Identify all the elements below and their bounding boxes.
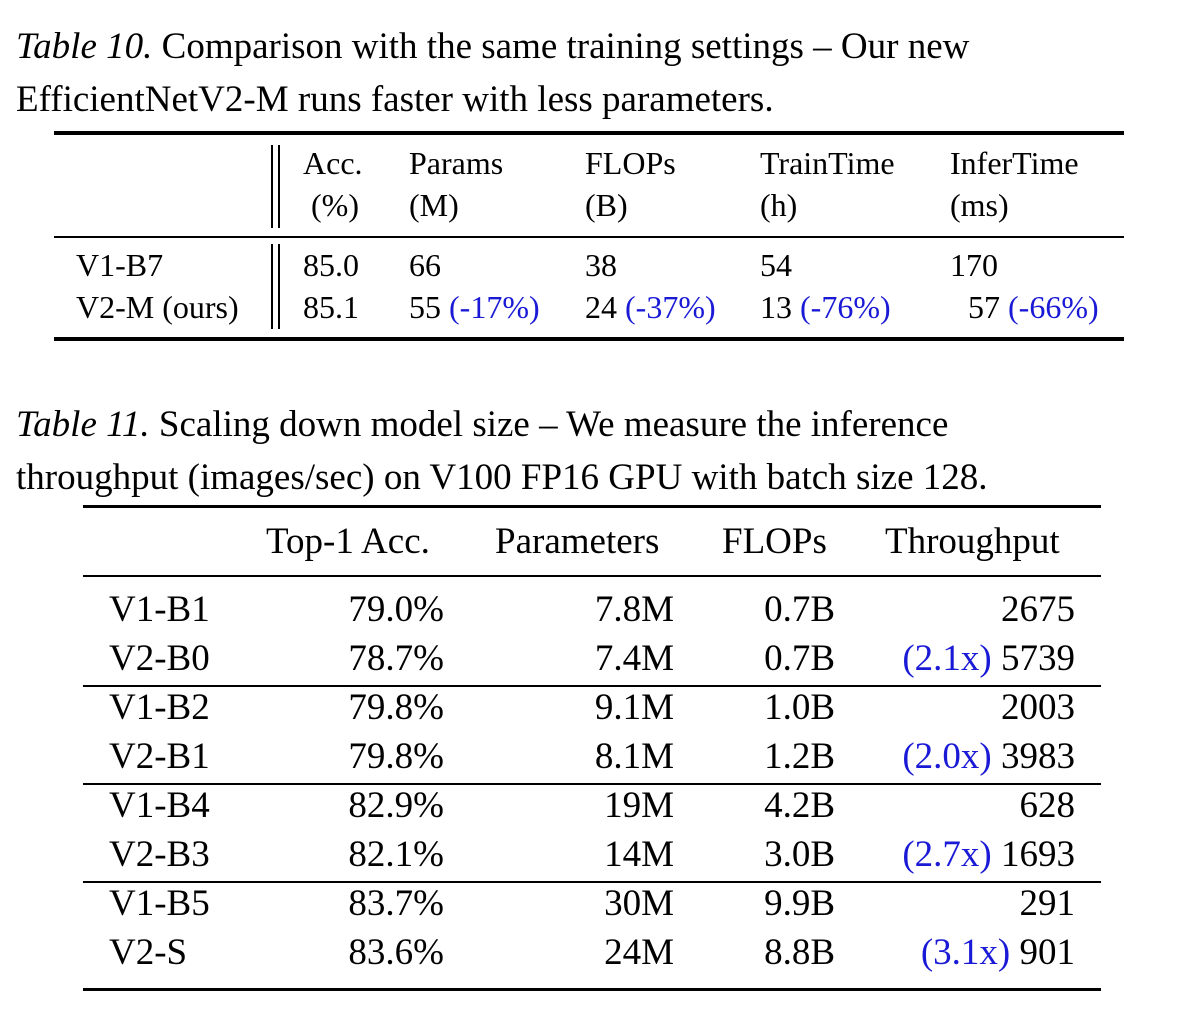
table10-header-acc: Acc. (%) [303,145,363,223]
table10-vrule-4 [278,244,280,329]
table11-header-rule [83,575,1101,577]
table10-top-rule [54,131,1124,135]
table11-speedup: (2.0x) [902,736,992,777]
table11-params: 9.1M [594,687,674,728]
table10-caption-line2: EfficientNetV2-M runs faster with less p… [16,79,774,120]
table10-vrule-2 [278,145,280,228]
table10-header-traintime: TrainTime (h) [760,145,895,223]
table10-header-rule [54,236,1124,238]
table10-row2-model: V2-M (ours) [76,289,239,325]
table11-throughput: (2.1x) 5739 [902,638,1075,679]
table11-acc: 83.7% [348,883,444,924]
table10-caption: Table 10. Comparison with the same train… [16,20,1176,126]
table11-group-rule-1 [83,685,1101,687]
table10-row1-infer: 170 [950,247,998,283]
table11-speedup: (2.7x) [902,834,992,875]
table11-header-params: Parameters [495,521,660,562]
table11-flops: 3.0B [764,834,835,875]
table11-throughput: 628 [1019,785,1076,826]
table11-acc: 78.7% [348,638,444,679]
table11-flops: 1.2B [764,736,835,777]
table11-top-rule [83,505,1101,508]
table11-params: 8.1M [594,736,674,777]
table11-flops: 4.2B [764,785,835,826]
table11-throughput: 2003 [1001,687,1075,728]
table10-row2-train-delta: (-76%) [800,289,891,325]
table11-throughput: 2675 [1001,589,1075,630]
table10-row2-flops: 24 (-37%) [585,289,716,325]
table11-acc: 82.9% [348,785,444,826]
table11-flops: 8.8B [764,932,835,973]
table10-row1-train: 54 [760,247,792,283]
table11-flops: 0.7B [764,589,835,630]
table10-vrule-3 [271,244,273,329]
table11-params: 30M [604,883,674,924]
table11-header-throughput: Throughput [885,521,1060,562]
table11-caption-label: Table 11. [16,404,150,445]
table11-flops: 0.7B [764,638,835,679]
table11-speedup: (3.1x) [920,932,1011,973]
table10-row2-infer-delta: (-66%) [1008,289,1099,325]
table11-throughput: (2.0x) 3983 [902,736,1075,777]
table10-header-flops: FLOPs (B) [585,145,676,223]
table11-model: V1-B4 [109,785,210,826]
table11-caption-line2: throughput (images/sec) on V100 FP16 GPU… [16,457,988,498]
table11-flops: 9.9B [764,883,835,924]
table10-row2-train: 13 (-76%) [760,289,891,325]
table10-row2-flops-delta: (-37%) [625,289,716,325]
table11-params: 24M [604,932,674,973]
table10-bottom-rule [54,337,1124,341]
table11-model: V2-B3 [109,834,210,875]
table11-model: V1-B2 [109,687,210,728]
table11-model: V1-B5 [109,883,210,924]
table11-params: 19M [604,785,674,826]
table11-acc: 79.8% [348,687,444,728]
table11-model: V2-S [109,932,188,973]
table10-caption-line1: Comparison with the same training settin… [161,26,970,67]
table10-row1-params: 66 [409,247,441,283]
table11-bottom-rule [83,988,1101,991]
table11-throughput: 291 [1019,883,1076,924]
table11-header-flops: FLOPs [722,521,827,562]
table11-caption-line1: Scaling down model size – We measure the… [158,404,949,445]
table10-header-infertime: InferTime (ms) [950,145,1079,223]
table11-acc: 82.1% [348,834,444,875]
table10-header-params: Params (M) [409,145,504,223]
table11-model: V2-B1 [109,736,210,777]
table11-group-rule-3 [83,881,1101,883]
table10-row2-acc: 85.1 [303,289,359,325]
table10-row1-acc: 85.0 [303,247,359,283]
table11-throughput: (2.7x) 1693 [902,834,1075,875]
table11-model: V1-B1 [109,589,210,630]
table11-group-rule-2 [83,783,1101,785]
table10-row2-params-delta: (-17%) [449,289,540,325]
table11-model: V2-B0 [109,638,210,679]
table11-params: 14M [604,834,674,875]
table11-params: 7.8M [594,589,674,630]
table11-throughput: (3.1x) 901 [920,932,1075,973]
table11-params: 7.4M [594,638,674,679]
table10-caption-label: Table 10. [16,26,153,67]
table10-vrule-1 [271,145,273,228]
table10-row1-flops: 38 [585,247,617,283]
table11-acc: 79.0% [348,589,444,630]
table11-acc: 83.6% [348,932,444,973]
table11-caption: Table 11. Scaling down model size – We m… [16,398,1176,504]
table11-header-acc: Top-1 Acc. [266,521,430,562]
table11-speedup: (2.1x) [902,638,992,679]
table10-row1-model: V1-B7 [76,247,164,283]
table11-flops: 1.0B [764,687,835,728]
table11-acc: 79.8% [348,736,444,777]
table10-row2-infer: 57 (-66%) [968,289,1099,325]
table10-row2-params: 55 (-17%) [409,289,540,325]
